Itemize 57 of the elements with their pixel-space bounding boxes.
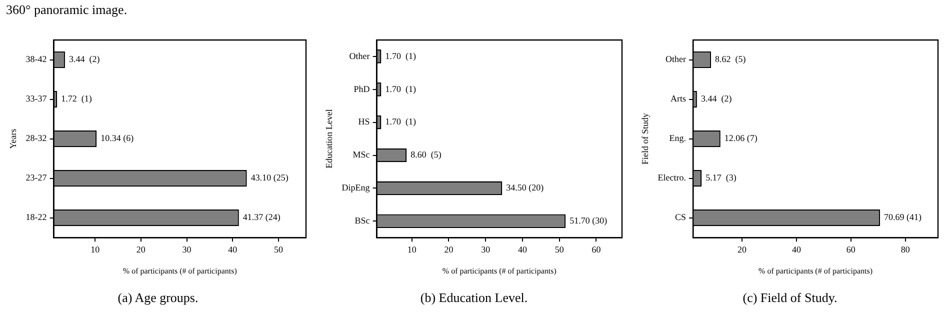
data-label: 70.69 (41)	[884, 212, 922, 222]
x-tick-label: 30	[481, 244, 491, 254]
x-axis-title: % of participants (# of participants)	[122, 266, 238, 276]
text: (c) Field of Study.	[742, 290, 838, 306]
data-label: 8.62 (5)	[715, 54, 746, 64]
x-tick-label: 40	[518, 244, 528, 254]
x-tick-label: 20	[444, 244, 454, 254]
data-label: 1.70 (1)	[385, 50, 416, 61]
x-tick-label: 60	[846, 244, 856, 254]
x-tick-label: 80	[900, 244, 910, 254]
y-tick-label: BSc	[354, 215, 370, 226]
text: 360° panoramic image.	[6, 2, 128, 18]
x-tick-label: 60	[592, 244, 602, 254]
y-axis-title: Education Level	[324, 108, 334, 168]
y-tick-label: Electro.	[658, 172, 686, 183]
y-tick-label: 18-22	[26, 212, 47, 222]
x-tick-label: 50	[554, 244, 564, 254]
x-tick-label: 40	[228, 244, 238, 254]
y-tick-label: Other	[666, 54, 686, 64]
x-axis-title: % of participants (# of participants)	[758, 266, 873, 276]
data-label: 12.06 (7)	[724, 133, 758, 144]
y-tick-label: PhD	[354, 84, 370, 94]
y-axis-title: Field of Study	[640, 112, 650, 165]
y-tick-label: CS	[675, 212, 686, 222]
y-tick-label: 28-32	[26, 133, 47, 144]
data-label: 8.60 (5)	[410, 150, 442, 160]
y-tick-label: 23-27	[26, 172, 48, 183]
data-label: 5.17 (3)	[706, 172, 736, 183]
data-label: 1.70 (1)	[385, 84, 416, 94]
data-label: 41.37 (24)	[242, 212, 280, 222]
x-tick-label: 10	[90, 244, 100, 254]
x-tick-label: 10	[407, 244, 417, 254]
x-tick-label: 30	[182, 244, 192, 254]
data-label: 1.72 (1)	[61, 94, 92, 104]
y-tick-label: DipEng	[342, 182, 370, 193]
x-tick-label: 20	[738, 244, 748, 254]
data-label: 43.10 (25)	[250, 172, 288, 183]
y-axis-title: Years	[8, 128, 18, 149]
data-label: 3.44 (2)	[68, 54, 100, 64]
x-tick-label: 50	[274, 244, 284, 254]
data-label: 51.70 (30)	[570, 215, 608, 226]
y-tick-label: Other	[349, 50, 370, 61]
y-tick-label: 38-42	[26, 54, 47, 64]
data-label: 10.34 (6)	[100, 133, 134, 144]
y-tick-label: Arts	[670, 94, 687, 104]
y-tick-label: MSc	[352, 150, 370, 160]
y-tick-label: Eng.	[669, 133, 686, 144]
text: (b) Education Level.	[419, 290, 529, 306]
x-tick-label: 40	[792, 244, 802, 254]
x-tick-label: 20	[136, 244, 146, 254]
data-label: 34.50 (20)	[506, 182, 544, 193]
data-label: 3.44 (2)	[700, 94, 732, 104]
data-label: 1.70 (1)	[385, 116, 416, 127]
y-tick-label: HS	[358, 116, 370, 127]
x-axis-title: % of participants (# of participants)	[442, 266, 557, 276]
text: (a) Age groups.	[116, 290, 200, 306]
y-tick-label: 33-37	[26, 94, 48, 104]
